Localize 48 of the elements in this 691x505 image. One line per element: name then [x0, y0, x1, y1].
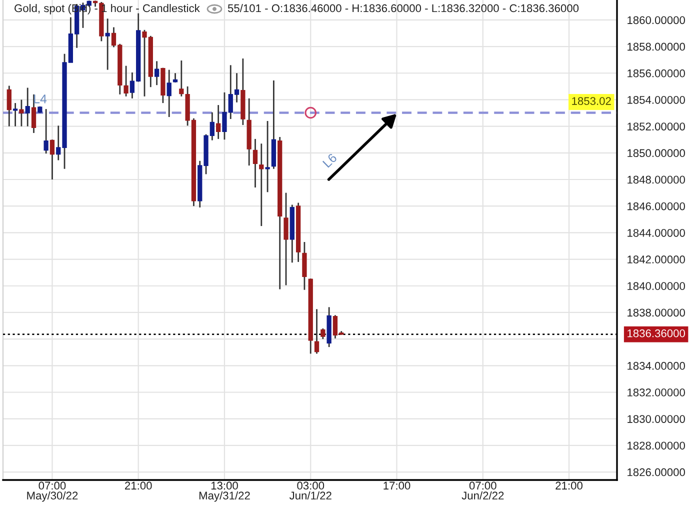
candlestick: [284, 192, 288, 286]
candlestick: [172, 72, 178, 84]
y-tick-label: 1840.00000: [628, 282, 685, 290]
y-tick-label: 1828.00000: [628, 442, 685, 450]
x-tick-label: 13:00 May/31/22: [199, 482, 250, 502]
y-tick-label: 1844.00000: [628, 228, 685, 237]
y-tick-label: 1858.00000: [628, 42, 685, 51]
y-tick-label: 1850.00000: [628, 149, 685, 158]
y-tick-label: 1860.00000: [628, 16, 685, 24]
candlestick: [12, 102, 18, 128]
y-tick-label: 1834.00000: [628, 362, 685, 370]
annotation: L6: [322, 152, 338, 168]
y-tick-label: 1852.00000: [628, 122, 685, 130]
y-tick-label: 1832.00000: [628, 388, 685, 396]
y-tick-label: 1826.00000: [628, 468, 685, 476]
y-tick-label: 1848.00000: [628, 176, 685, 184]
ref-line-label: 1853.02: [572, 97, 611, 105]
candlestick: [216, 104, 221, 140]
candlestick: [302, 241, 307, 291]
candlestick: [50, 138, 55, 180]
candlestick: [166, 69, 172, 118]
chart-subtitle: 55/101 - O:1836.46000 - H:1836.60000 - L:1836.32000 - C:1836.36000: [228, 4, 579, 12]
candlestick: [320, 328, 326, 340]
y-tick-label: 1854.00000: [628, 96, 685, 104]
y-tick-label: 1842.00000: [628, 256, 685, 264]
candlestick: [105, 18, 110, 70]
candlestick: [124, 65, 128, 98]
candlestick: [25, 87, 30, 128]
candlestick: [259, 142, 264, 227]
candlestick: [44, 108, 48, 154]
candlestick: [265, 120, 270, 193]
x-tick-label: 21:00: [125, 482, 152, 490]
y-tick-label: 1846.00000: [628, 202, 685, 210]
y-tick-label: 1856.00000: [628, 69, 685, 78]
x-tick-label: 07:00 May/30/22: [27, 482, 78, 502]
x-tick-label: 17:00: [384, 482, 410, 490]
candlestick: [252, 138, 258, 188]
x-tick-label: 07:00 Jun/2/22: [462, 482, 504, 500]
candlestick: [154, 60, 160, 86]
candlestick: [19, 99, 24, 128]
candlestick: [6, 85, 12, 128]
candlestick: [179, 60, 184, 98]
y-tick-label: 1830.00000: [628, 415, 685, 423]
x-tick-label: 03:00 Jun/1/22: [289, 482, 332, 500]
ref-line-label: 1836.36000: [628, 329, 685, 338]
x-tick-label: 21:00: [556, 482, 582, 490]
y-tick-label: 1838.00000: [628, 308, 685, 317]
candlestick: [314, 308, 320, 354]
